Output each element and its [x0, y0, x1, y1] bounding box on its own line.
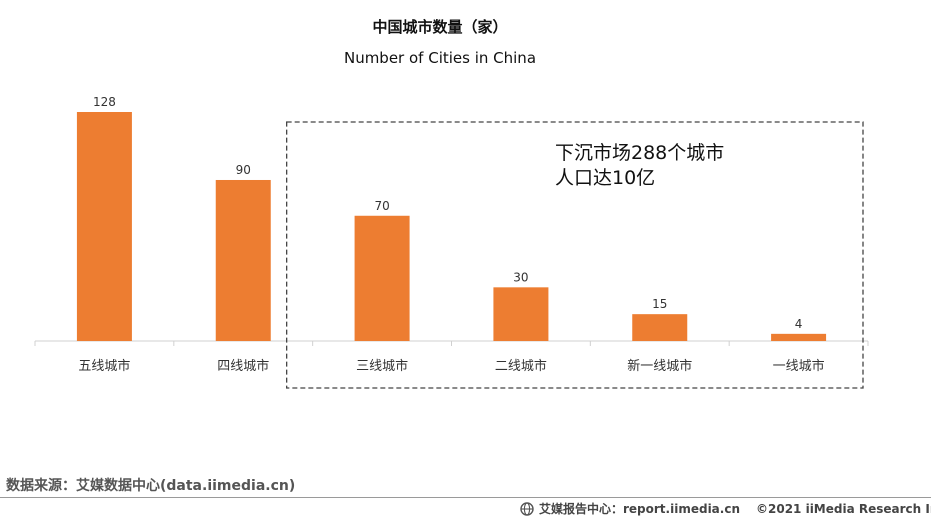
data-source: 数据来源：艾媒数据中心(data.iimedia.cn): [6, 478, 296, 494]
callout-line-2: 人口达10亿: [555, 167, 656, 189]
footer: 艾媒报告中心：report.iimedia.cn ©2021 iiMedia R…: [520, 500, 931, 517]
chart-title-en: Number of Cities in China: [343, 49, 537, 67]
footer-copyright: ©2021 iiMedia Research Inc: [756, 501, 931, 516]
x-tick-label: 三线城市: [356, 358, 408, 374]
x-tick-label: 五线城市: [78, 358, 130, 374]
globe-icon: [520, 501, 534, 516]
bar-data-label: 70: [374, 199, 389, 213]
x-tick-label: 一线城市: [773, 358, 825, 374]
x-tick-label: 新一线城市: [627, 358, 692, 374]
footer-divider: [0, 497, 931, 498]
highlight-box: [286, 121, 864, 389]
bar: [493, 287, 549, 341]
bar: [632, 314, 688, 341]
callout-text: 下沉市场288个城市 人口达10亿: [555, 141, 724, 191]
footer-report-center: 艾媒报告中心：report.iimedia.cn: [539, 502, 740, 516]
bar: [215, 179, 271, 341]
x-tick-label: 四线城市: [217, 358, 269, 374]
bar: [76, 112, 132, 341]
bar-data-label: 30: [513, 270, 528, 284]
chart-title-cn: 中国城市数量（家）: [372, 18, 508, 36]
bar: [771, 333, 827, 341]
bar-data-label: 15: [652, 297, 667, 311]
bar-data-label: 90: [236, 163, 251, 177]
x-tick-label: 二线城市: [495, 358, 547, 374]
bar-data-label: 4: [795, 317, 803, 331]
callout-line-1: 下沉市场288个城市: [555, 142, 725, 164]
bar: [354, 215, 410, 341]
bar-data-label: 128: [93, 95, 116, 109]
